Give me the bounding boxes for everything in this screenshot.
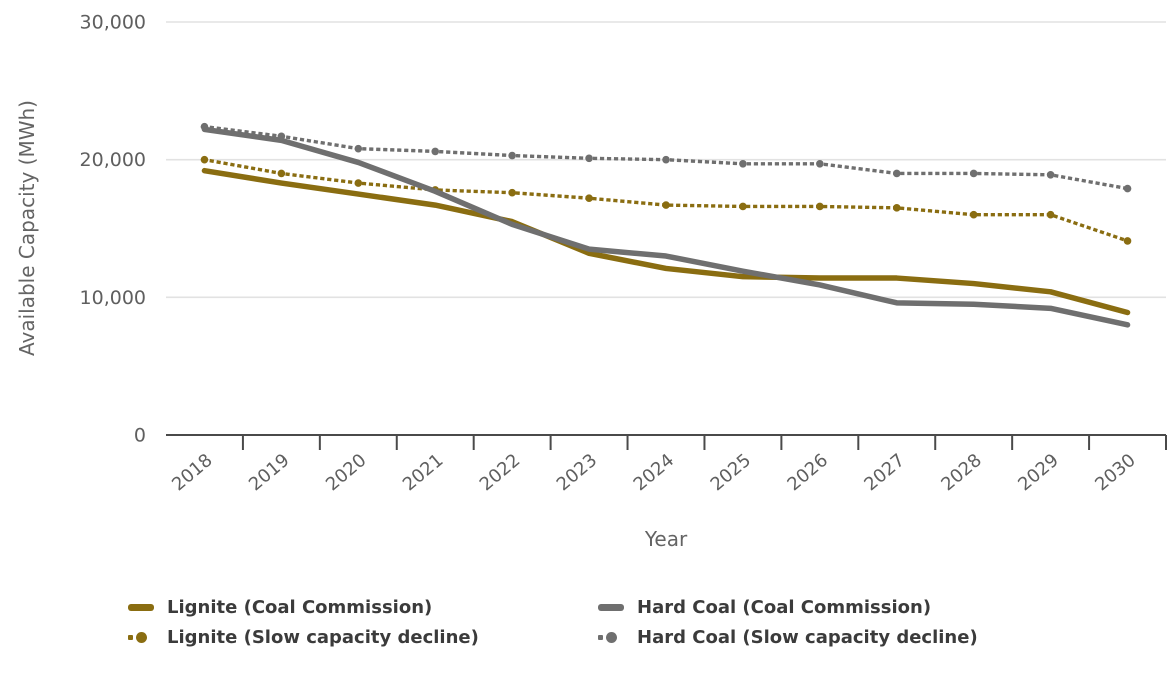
data-point-marker (662, 155, 670, 164)
solid-line-swatch-icon (598, 604, 624, 611)
data-point-marker (200, 155, 209, 164)
dotted-line-swatch-icon (606, 632, 617, 643)
legend-swatch-dotted-hard-coal (598, 632, 628, 643)
x-tick-label-2023: 2023 (553, 450, 602, 496)
plot-area: 0 10,000 20,000 30,000 2018 2019 2020 2021 2022 2… (80, 12, 1167, 496)
data-point-marker (354, 179, 363, 187)
data-point-marker (1046, 210, 1055, 219)
data-point-marker (892, 204, 901, 212)
data-point-marker (892, 169, 901, 178)
data-point-marker (1046, 171, 1055, 179)
data-point-marker (969, 210, 978, 219)
x-tick-label-2018: 2018 (168, 450, 217, 496)
dotted-line-swatch-icon (598, 635, 603, 640)
x-tick-label-2028: 2028 (937, 450, 986, 496)
data-point-marker (585, 194, 593, 203)
series-line-hard-coal-coal-commission (201, 126, 1131, 328)
x-tick-label-2030: 2030 (1091, 450, 1140, 496)
x-tick-label-2027: 2027 (860, 450, 909, 496)
legend-swatch-dotted-lignite (128, 632, 158, 643)
data-point-marker (431, 147, 440, 156)
solid-line-swatch-icon (128, 604, 154, 611)
series-line-lignite-slow-capacity-decline (202, 157, 1130, 244)
x-axis-title: Year (644, 527, 688, 551)
y-axis-title: Available Capacity (MWh) (15, 100, 39, 356)
legend-item-hard-coal-slow-decline: Hard Coal (Slow capacity decline) (598, 627, 978, 648)
data-point-marker (200, 122, 209, 131)
x-tick-label-2029: 2029 (1014, 450, 1063, 496)
data-point-marker (585, 154, 593, 163)
x-tick-label-2019: 2019 (245, 450, 294, 496)
legend: Lignite (Coal Commission) Hard Coal (Coa… (128, 597, 978, 648)
dotted-line-swatch-icon (128, 635, 133, 640)
y-tick-label: 10,000 (80, 287, 146, 309)
dotted-line-swatch-icon (136, 632, 147, 643)
data-point-marker (1123, 237, 1132, 245)
legend-swatch-solid-hard-coal (598, 604, 628, 611)
data-point-marker (816, 202, 824, 211)
x-tick-label-2024: 2024 (630, 450, 679, 496)
data-point-marker (354, 144, 363, 153)
data-point-marker (508, 151, 516, 160)
legend-label: Lignite (Coal Commission) (167, 597, 433, 618)
legend-label: Hard Coal (Coal Commission) (637, 597, 932, 618)
data-point-marker (662, 201, 670, 209)
y-tick-label: 20,000 (80, 149, 146, 171)
data-point-marker (816, 159, 824, 168)
series-line-lignite-coal-commission (201, 167, 1131, 316)
legend-item-lignite-slow-decline: Lignite (Slow capacity decline) (128, 627, 598, 648)
data-point-marker (277, 169, 286, 178)
data-point-marker (508, 188, 516, 197)
x-tick-label-2021: 2021 (399, 450, 448, 496)
legend-item-lignite-coal-commission: Lignite (Coal Commission) (128, 597, 598, 618)
x-tick-label-2025: 2025 (707, 450, 756, 496)
legend-label: Lignite (Slow capacity decline) (167, 627, 479, 648)
x-tick-label-2020: 2020 (322, 450, 371, 496)
data-point-marker (739, 202, 747, 211)
line-chart: 0 10,000 20,000 30,000 2018 2019 2020 2021 2022 2… (15, 12, 1167, 551)
x-tick-label-2022: 2022 (476, 450, 525, 496)
data-point-marker (1123, 184, 1132, 193)
x-tick-label-2026: 2026 (783, 450, 832, 496)
legend-label: Hard Coal (Slow capacity decline) (637, 627, 978, 648)
data-point-marker (277, 132, 286, 141)
data-point-marker (969, 169, 978, 178)
legend-item-hard-coal-coal-commission: Hard Coal (Coal Commission) (598, 597, 978, 618)
data-point-marker (739, 159, 747, 168)
y-tick-label: 0 (134, 425, 146, 447)
y-tick-label: 30,000 (80, 12, 146, 34)
legend-swatch-solid-lignite (128, 604, 158, 611)
